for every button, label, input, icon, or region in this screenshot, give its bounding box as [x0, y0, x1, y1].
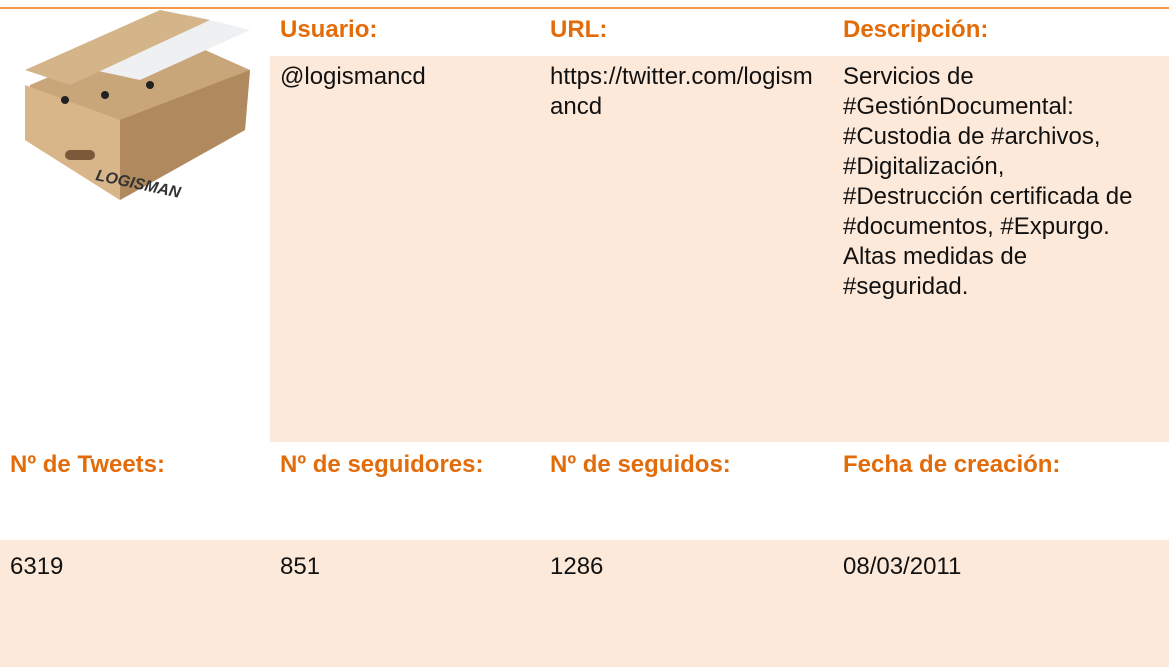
- cell: https://twitter.com/logismancd: [540, 56, 833, 442]
- cell: 851: [270, 540, 540, 667]
- cell: 6319: [0, 540, 270, 667]
- cell: 08/03/2011: [833, 540, 1169, 667]
- box-image: LOGISMAN: [25, 10, 250, 202]
- table-border: [0, 7, 1169, 9]
- header: Nº de Tweets:: [10, 451, 166, 478]
- header: Usuario:: [280, 16, 378, 43]
- header: URL:: [550, 16, 608, 43]
- header: Nº de seguidos:: [550, 451, 731, 478]
- header: Fecha de creación:: [843, 451, 1061, 478]
- header: Nº de seguidores:: [280, 451, 484, 478]
- header: Descripción:: [843, 16, 989, 43]
- cell: Servicios de #GestiónDocumental: #Custod…: [833, 56, 1169, 442]
- cell: @logismancd: [270, 56, 540, 442]
- cell: 1286: [540, 540, 833, 667]
